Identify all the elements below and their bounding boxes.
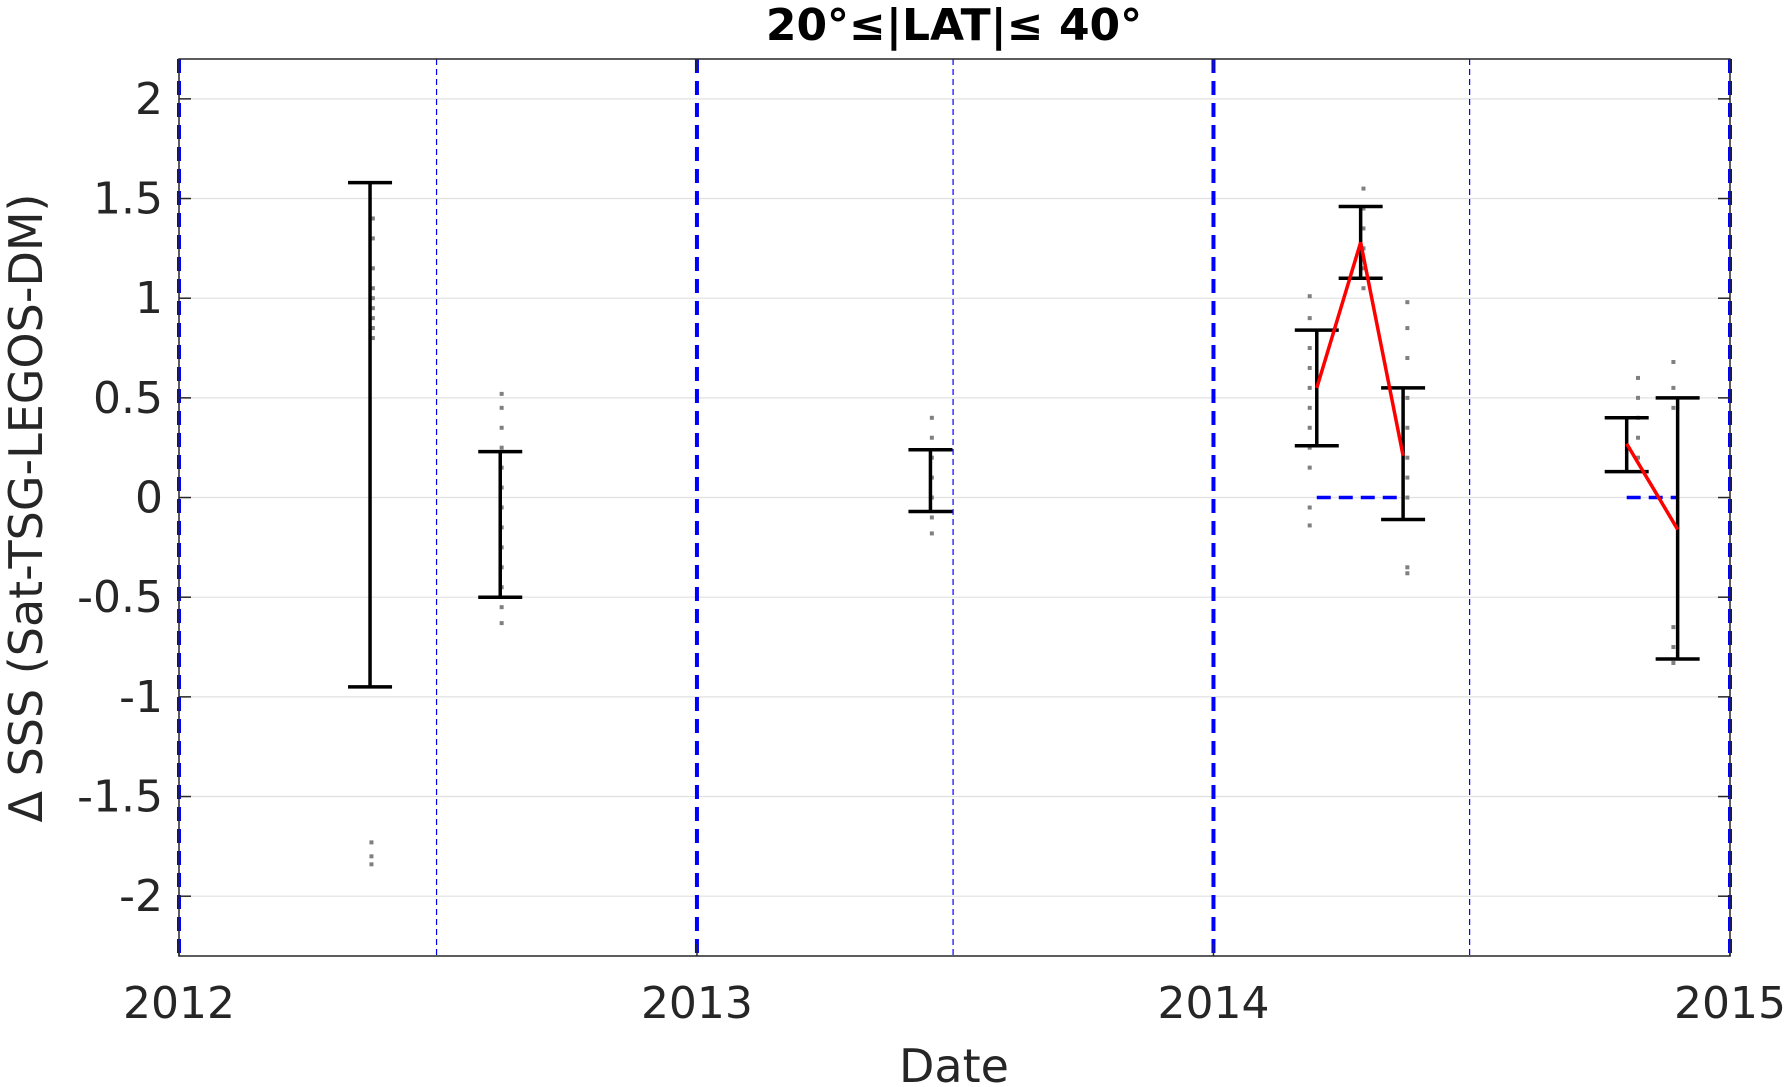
scatter-point (1671, 660, 1676, 665)
y-axis-label: Δ SSS (Sat-TSG-LEGOS-DM) (0, 194, 53, 823)
x-tick-label: 2013 (641, 978, 753, 1029)
scatter-point (1671, 625, 1676, 630)
scatter-point (1671, 385, 1676, 390)
scatter-point (1636, 435, 1641, 440)
y-tick-label: -1.5 (77, 772, 163, 823)
scatter-point (499, 391, 504, 396)
scatter-point (499, 405, 504, 410)
y-tick-label: 2 (135, 74, 163, 125)
scatter-point (1307, 365, 1312, 370)
scatter-point (1405, 300, 1410, 305)
scatter-point (929, 531, 934, 536)
scatter-point (929, 435, 934, 440)
scatter-point (1636, 375, 1641, 380)
scatter-point (1307, 316, 1312, 321)
scatter-point (1307, 505, 1312, 510)
scatter-point (370, 266, 375, 271)
y-tick-label: -0.5 (77, 572, 163, 623)
scatter-point (1671, 405, 1676, 410)
scatter-point (369, 862, 374, 867)
scatter-point (1361, 186, 1366, 191)
scatter-point (1307, 425, 1312, 430)
scatter-point (929, 415, 934, 420)
scatter-point (370, 336, 375, 341)
y-tick-label: 1.5 (93, 174, 163, 225)
scatter-point (1636, 395, 1641, 400)
scatter-point (370, 216, 375, 221)
y-tick-label: -1 (119, 672, 163, 723)
scatter-point (1405, 455, 1410, 460)
x-axis-label: Date (899, 1039, 1009, 1087)
scatter-point (1405, 326, 1410, 331)
scatter-point (1671, 645, 1676, 650)
scatter-point (370, 286, 375, 291)
x-tick-label: 2015 (1674, 978, 1786, 1029)
chart-title: 20°≤|LAT|≤ 40° (766, 0, 1142, 51)
scatter-point (1307, 385, 1312, 390)
scatter-point (1405, 356, 1410, 360)
scatter-point (929, 515, 934, 520)
scatter-point (499, 445, 504, 450)
scatter-point (1636, 455, 1641, 460)
scatter-point (1361, 286, 1366, 291)
x-tick-label: 2012 (123, 978, 235, 1029)
scatter-point (1405, 425, 1410, 430)
plot-frame (178, 58, 1731, 957)
scatter-point (1405, 495, 1410, 500)
mean-line (1315, 241, 1405, 457)
gridlines (179, 98, 1730, 897)
scatter-point (370, 296, 375, 301)
y-tick-label: 0.5 (93, 373, 163, 424)
scatter-point (1405, 395, 1410, 400)
scatter-point (1405, 475, 1410, 480)
x-tick-label: 2014 (1157, 978, 1269, 1029)
scatter-point (369, 854, 374, 859)
plot-background (179, 59, 1730, 956)
scatter-point (370, 316, 375, 321)
scatter-point (1307, 523, 1312, 528)
scatter-point (1307, 445, 1312, 450)
scatter-point (370, 236, 375, 241)
scatter-point (370, 326, 375, 331)
scatter-point (499, 605, 504, 610)
scatter-point (499, 621, 504, 626)
axis-ticks: -2 -1.5 -1 -0.5 0 0.5 1 1.5 2 2012 2013 2014 2015 (77, 59, 1786, 1029)
scatter-point (1361, 206, 1366, 211)
y-tick-label: -2 (119, 871, 163, 922)
scatter-point (369, 840, 374, 845)
scatter-point (1405, 565, 1410, 570)
y-tick-label: 1 (135, 273, 163, 324)
mean-line (1625, 442, 1680, 531)
scatter-point (1361, 226, 1366, 231)
scatter-point (1671, 359, 1676, 364)
scatter-point (1307, 294, 1312, 299)
y-tick-label: 0 (135, 473, 163, 524)
scatter-point (1405, 571, 1410, 576)
scatter-point (1361, 266, 1366, 271)
scatter-point (370, 306, 375, 311)
scatter-point (1307, 465, 1312, 470)
scatter-point (1307, 405, 1312, 410)
mean-lines (1315, 241, 1680, 531)
scatter-point (1307, 346, 1312, 351)
scatter-point (499, 425, 504, 430)
